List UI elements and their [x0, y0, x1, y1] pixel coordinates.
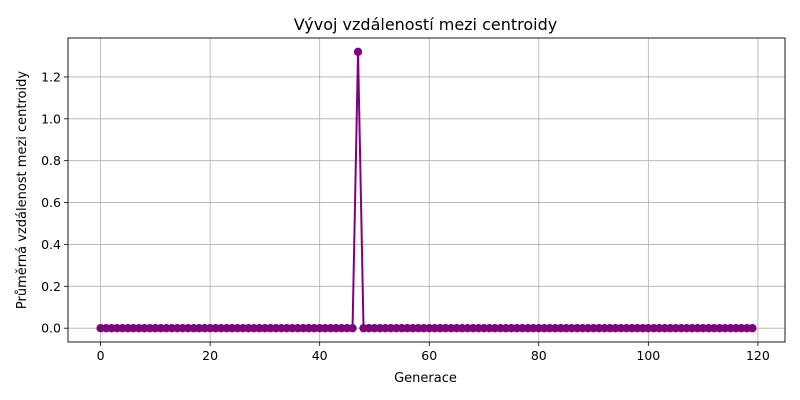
x-axis-label: Generace	[394, 371, 457, 386]
y-tick-label: 0.8	[41, 153, 61, 168]
y-tick-label: 1.2	[41, 69, 61, 84]
x-tick-label: 20	[202, 348, 218, 363]
y-tick-label: 0.0	[41, 321, 61, 336]
x-tick-label: 100	[636, 348, 660, 363]
series-line	[100, 51, 753, 330]
series-markers	[96, 47, 757, 333]
y-tick-label: 0.4	[41, 237, 61, 252]
plot-area	[67, 37, 786, 343]
data-point	[348, 323, 357, 333]
data-point	[353, 47, 363, 57]
x-tick-label: 40	[312, 348, 328, 363]
x-axis-ticks: 0 20 40 60 80 100 120	[97, 342, 770, 363]
data-point	[748, 323, 757, 333]
y-tick-label: 0.6	[41, 195, 61, 210]
x-tick-label: 0	[97, 348, 105, 363]
y-tick-label: 0.2	[41, 279, 61, 294]
y-axis-label: Průměrná vzdálenost mezi centroidy	[15, 71, 30, 309]
chart-title: Vývoj vzdáleností mezi centroidy	[294, 15, 557, 34]
y-tick-label: 1.0	[41, 111, 61, 126]
x-tick-label: 120	[746, 348, 770, 363]
y-axis-ticks: 0.0 0.2 0.4 0.6 0.8 1.0 1.2	[41, 69, 68, 336]
x-tick-label: 60	[421, 348, 437, 363]
grid	[68, 38, 785, 342]
x-tick-label: 80	[531, 348, 547, 363]
